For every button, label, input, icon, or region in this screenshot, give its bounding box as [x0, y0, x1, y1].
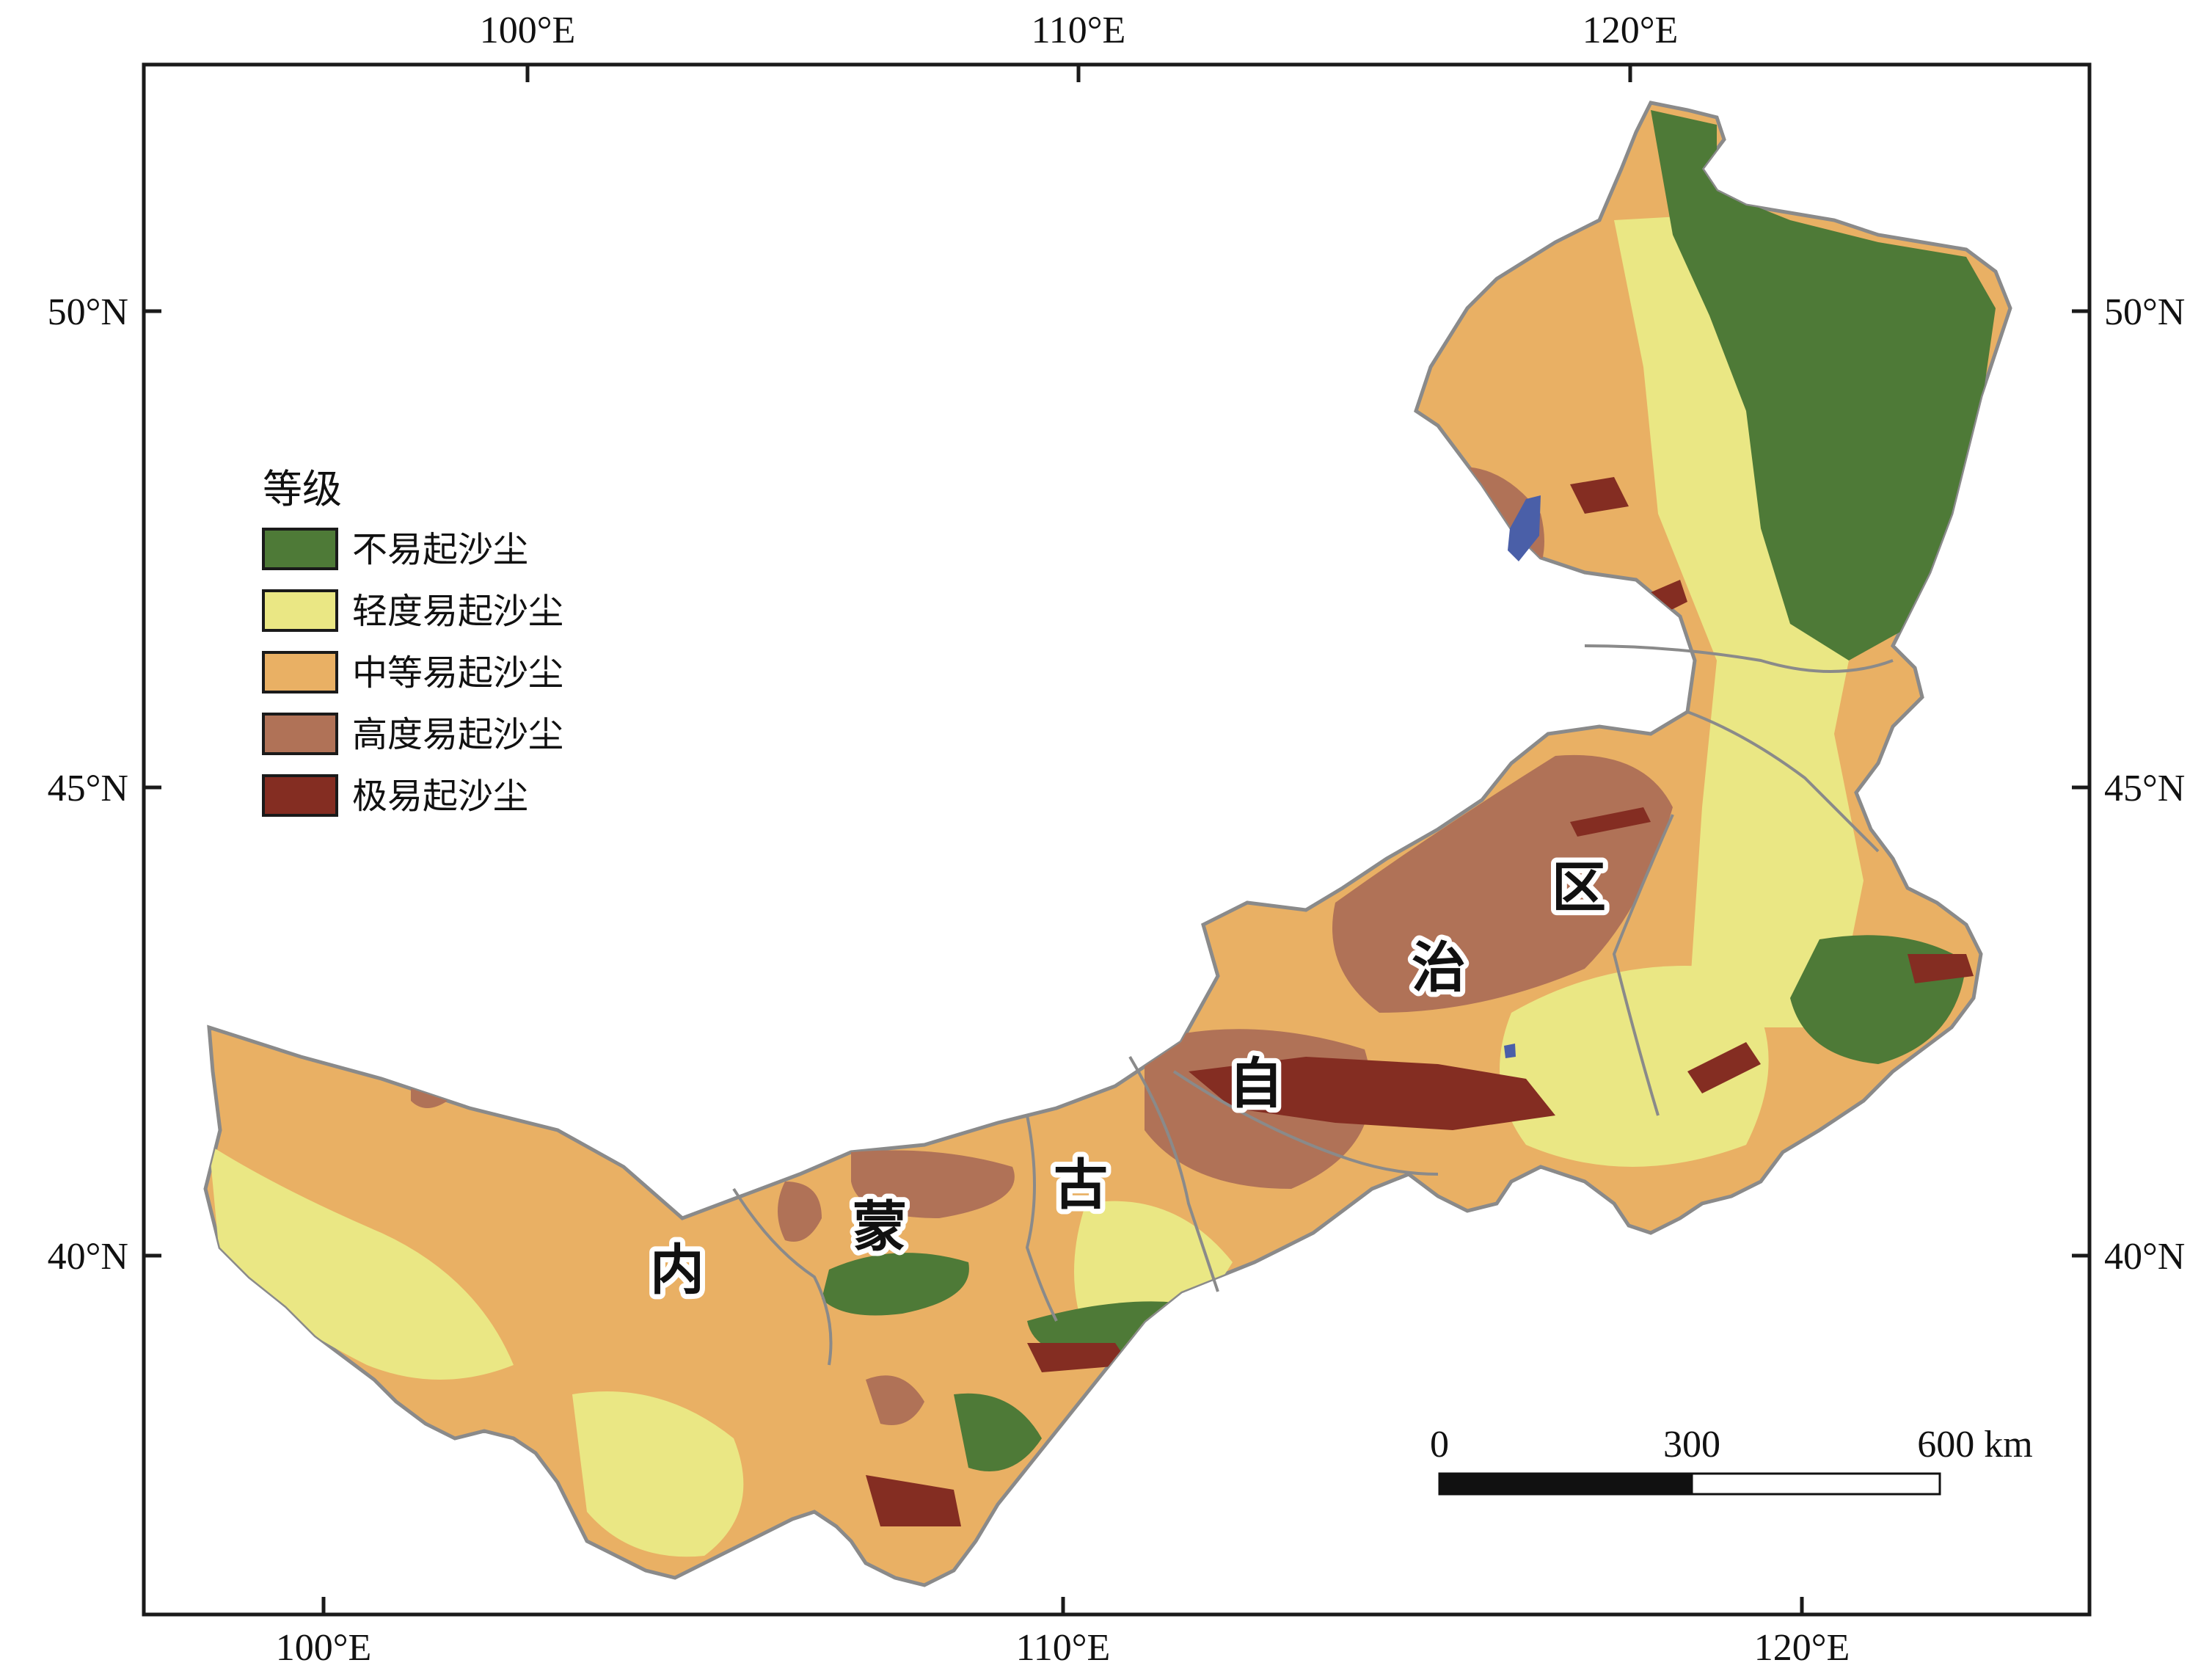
extreme-patch-hulunbuir-1	[1570, 477, 1629, 514]
reservoir-east	[1504, 1044, 1516, 1058]
scale-segment-light	[1690, 1472, 1941, 1496]
light-patch-west	[209, 1145, 514, 1380]
high-patch-bayannur	[851, 1150, 1015, 1218]
top-tick-label-110e: 110°E	[1032, 10, 1126, 51]
legend-item-0: 不易起沙尘	[262, 528, 528, 570]
legend-swatch-2	[262, 651, 338, 693]
bottom-tick-label-100e: 100°E	[276, 1627, 372, 1669]
scale-label-0: 0	[1430, 1424, 1449, 1466]
boundary-alxa	[732, 1187, 833, 1366]
legend-swatch-3	[262, 713, 338, 755]
legend-swatch-4	[262, 774, 338, 817]
inner-mongolia-region	[203, 101, 2012, 1587]
lake-hulun	[1508, 495, 1541, 561]
green-patch-greater-khingan	[1651, 110, 1996, 660]
scale-bar: 0 300 600 km	[1430, 1424, 2033, 1496]
region-char-qu: 区	[1552, 856, 1606, 920]
legend-label-2: 中等易起沙尘	[352, 652, 563, 693]
left-tick-label-40n: 40°N	[48, 1236, 128, 1278]
dust-class-patches	[209, 110, 1996, 1557]
legend-swatch-1	[262, 589, 338, 632]
right-tick-label-50n: 50°N	[2104, 291, 2185, 333]
extreme-patch-south-2	[1027, 1343, 1130, 1372]
green-patch-ordos-south	[954, 1393, 1042, 1471]
boundary-tongliao	[1612, 814, 1674, 1116]
extreme-patch-south-1	[866, 1475, 961, 1526]
legend-item-4: 极易起沙尘	[262, 774, 528, 817]
top-tick-label-100e: 100°E	[480, 10, 576, 51]
right-tick-label-40n: 40°N	[2104, 1236, 2185, 1278]
boundary-hinggan	[1687, 710, 1880, 853]
top-tick-label-120e: 120°E	[1583, 10, 1679, 51]
top-ticks	[525, 65, 1632, 82]
legend-label-1: 轻度易起沙尘	[352, 591, 563, 632]
internal-boundaries	[732, 644, 1894, 1366]
left-tick-label-45n: 45°N	[48, 768, 128, 809]
legend: 等级 不易起沙尘 轻度易起沙尘 中等易起沙尘 高度易起沙尘 极易起沙尘	[262, 466, 563, 817]
extreme-patch-east-2	[1687, 1042, 1761, 1093]
region-char-nei: 内	[650, 1239, 704, 1302]
bottom-ticks	[321, 1597, 1804, 1614]
boundary-wulanchabu	[1128, 1055, 1219, 1292]
region-char-gu: 古	[1054, 1154, 1108, 1217]
legend-title: 等级	[263, 466, 342, 512]
extreme-patch-east-1	[1908, 954, 1974, 983]
legend-item-2: 中等易起沙尘	[262, 651, 563, 693]
legend-item-3: 高度易起沙尘	[262, 713, 563, 755]
high-patch-alxa-east	[778, 1182, 822, 1242]
legend-label-3: 高度易起沙尘	[352, 714, 563, 755]
region-char-zi: 自	[1229, 1052, 1283, 1115]
legend-label-4: 极易起沙尘	[352, 776, 528, 817]
legend-item-1: 轻度易起沙尘	[262, 589, 563, 632]
region-char-zhi: 治	[1412, 936, 1466, 1000]
scale-segment-dark	[1438, 1472, 1693, 1496]
bottom-tick-label-120e: 120°E	[1754, 1627, 1850, 1669]
high-patch-ordos	[866, 1375, 924, 1425]
left-ticks	[144, 309, 161, 1258]
boundary-hulunbuir-south	[1584, 644, 1894, 673]
left-tick-label-50n: 50°N	[48, 291, 128, 333]
scale-label-300: 300	[1663, 1424, 1720, 1466]
boundary-bayannur	[1025, 1115, 1058, 1322]
extreme-patch-hunshandake	[1189, 1057, 1555, 1130]
light-patch-alxa-south	[572, 1391, 744, 1557]
boundary-xilin	[1172, 1070, 1439, 1176]
right-ticks	[2072, 309, 2089, 1258]
bottom-tick-label-110e: 110°E	[1016, 1627, 1111, 1669]
scale-label-600: 600 km	[1917, 1424, 2032, 1466]
legend-swatch-0	[262, 528, 338, 570]
right-tick-label-45n: 45°N	[2104, 768, 2185, 809]
legend-label-0: 不易起沙尘	[352, 529, 528, 570]
green-patch-hetao	[822, 1253, 969, 1316]
region-char-meng: 蒙	[853, 1195, 907, 1259]
extreme-patch-horqin-1	[1570, 807, 1651, 837]
